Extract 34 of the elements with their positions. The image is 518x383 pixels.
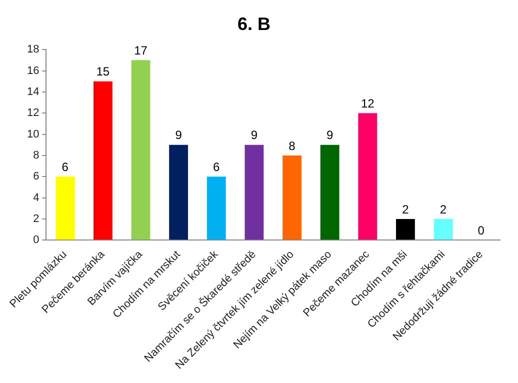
data-label: 9 xyxy=(250,128,258,142)
bar xyxy=(244,144,264,240)
y-tick-label: 18 xyxy=(26,44,40,56)
y-tick-label: 12 xyxy=(26,107,40,120)
y-tick-label: 4 xyxy=(33,192,40,204)
data-label: 2 xyxy=(440,202,447,216)
data-label: 15 xyxy=(96,64,110,79)
data-label: 0 xyxy=(478,223,485,238)
y-tick-label: 14 xyxy=(26,86,40,98)
y-tick-label: 8 xyxy=(33,149,40,162)
bar xyxy=(93,81,112,240)
data-label: 9 xyxy=(326,128,334,142)
bar xyxy=(131,60,150,240)
y-tick-label: 0 xyxy=(33,234,40,246)
y-tick-label: 16 xyxy=(26,64,40,77)
bar xyxy=(282,155,302,240)
bar xyxy=(320,144,340,240)
bar xyxy=(434,218,453,240)
bar xyxy=(358,113,378,240)
data-label: 9 xyxy=(175,128,182,142)
data-label: 6 xyxy=(62,160,69,174)
y-tick-label: 10 xyxy=(26,128,40,140)
data-label: 2 xyxy=(402,202,410,216)
chart-title: 6. B xyxy=(237,14,271,34)
data-label: 6 xyxy=(213,160,220,174)
data-label: 17 xyxy=(134,43,148,58)
bar xyxy=(56,176,75,240)
y-tick-label: 2 xyxy=(33,212,40,225)
data-label: 12 xyxy=(360,96,375,110)
bar xyxy=(169,144,188,240)
bar xyxy=(206,176,226,240)
y-tick-label: 6 xyxy=(33,170,40,183)
data-label: 8 xyxy=(288,138,296,153)
bar xyxy=(396,218,415,240)
